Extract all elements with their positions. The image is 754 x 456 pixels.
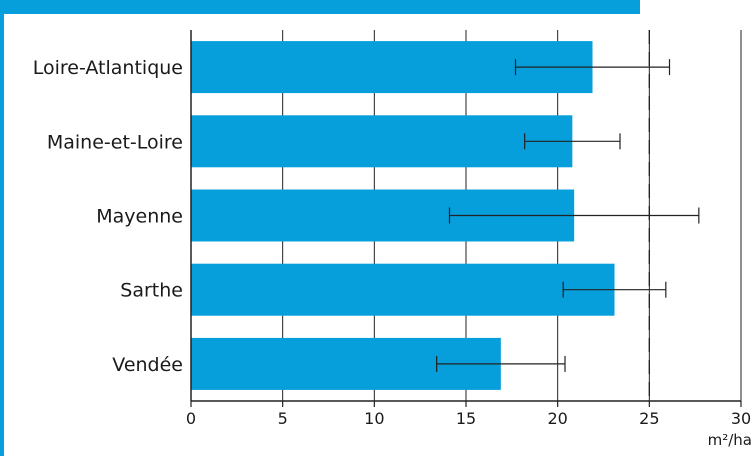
bar-3 xyxy=(191,263,615,316)
x-tick-label-25: 25 xyxy=(639,409,659,428)
bar-1 xyxy=(191,115,573,168)
category-label-4: Vendée xyxy=(112,354,183,376)
category-label-3: Sarthe xyxy=(120,280,183,302)
x-unit-label: m²/ha xyxy=(708,431,752,449)
left-border xyxy=(0,0,4,456)
x-tick-label-15: 15 xyxy=(456,409,476,428)
category-labels: Loire-Atlantique Maine-et-Loire Mayenne Sar… xyxy=(33,57,183,376)
x-tick-label-30: 30 xyxy=(731,409,751,428)
x-axis: 0 5 10 15 20 25 30 xyxy=(186,30,751,428)
title-band xyxy=(0,0,640,14)
x-tick-label-5: 5 xyxy=(278,409,288,428)
bars xyxy=(191,41,615,390)
x-tick-label-10: 10 xyxy=(364,409,384,428)
x-tick-label-20: 20 xyxy=(547,409,567,428)
category-label-0: Loire-Atlantique xyxy=(33,57,183,79)
x-tick-label-0: 0 xyxy=(186,409,196,428)
category-label-1: Maine-et-Loire xyxy=(47,131,183,153)
category-label-2: Mayenne xyxy=(96,206,183,228)
error-bars xyxy=(436,59,700,372)
